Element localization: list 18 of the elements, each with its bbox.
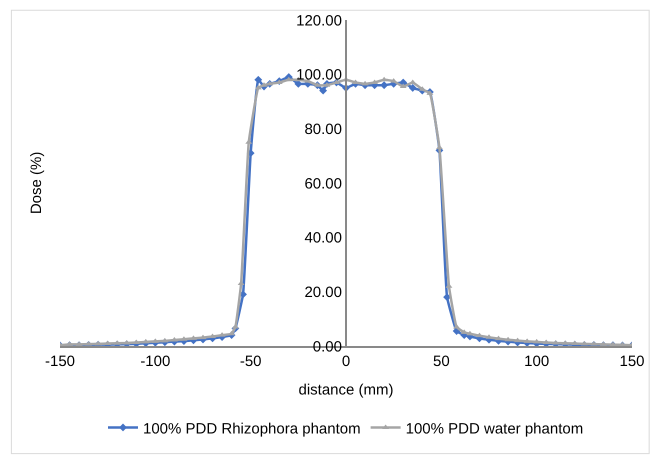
legend-label: 100% PDD Rhizophora phantom xyxy=(143,420,361,438)
y-tick-label: 0.00 xyxy=(312,338,342,356)
y-tick-label: 80.00 xyxy=(304,120,342,138)
x-tick-label: -150 xyxy=(44,353,76,370)
x-tick-label: 100 xyxy=(524,353,550,370)
x-axis-title: distance (mm) xyxy=(298,382,394,398)
y-tick-label: 40.00 xyxy=(304,230,342,247)
x-tick-label: 150 xyxy=(619,353,645,370)
x-tick-label: -100 xyxy=(140,353,170,370)
x-tick-label: -50 xyxy=(240,353,262,370)
y-tick-label: 60.00 xyxy=(304,175,342,192)
x-tick-label: 0 xyxy=(342,353,350,370)
y-axis-title: Dose (%) xyxy=(28,152,46,214)
y-tick-label: 120.00 xyxy=(296,12,342,30)
x-tick-label: 50 xyxy=(432,353,450,370)
legend-label: 100% PDD water phantom xyxy=(406,420,584,438)
y-tick-label: 100.00 xyxy=(296,66,342,84)
y-tick-label: 20.00 xyxy=(304,284,342,301)
